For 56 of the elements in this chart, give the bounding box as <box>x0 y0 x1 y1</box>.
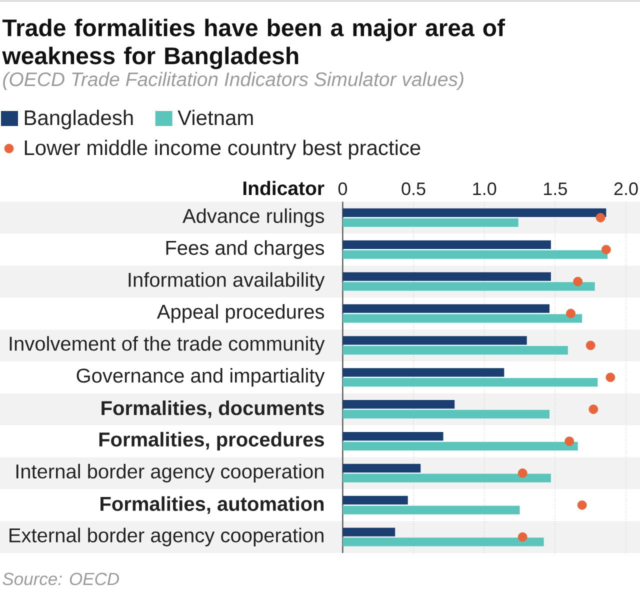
bar <box>342 272 551 281</box>
y-axis-title: Indicator <box>243 180 324 196</box>
point <box>601 244 611 254</box>
x-tick-label: 2.0 <box>614 182 638 196</box>
bar <box>342 528 396 536</box>
x-tick-label: 1.0 <box>473 182 496 196</box>
bar <box>342 368 504 377</box>
x-tick-label: 0.5 <box>402 182 426 196</box>
point <box>586 340 596 350</box>
bar <box>342 442 578 450</box>
bar <box>342 496 408 504</box>
y-tick-label: Governance and impartiality <box>76 368 325 387</box>
y-tick-label: Information availability <box>128 272 325 291</box>
point <box>566 308 576 318</box>
y-tick-label: Advance rulings <box>182 208 324 227</box>
y-tick-label: Internal border agency cooperation <box>16 464 324 482</box>
bar <box>342 432 444 441</box>
point <box>596 212 606 222</box>
bar <box>342 464 421 473</box>
x-tick-label: 0 <box>338 182 348 196</box>
point <box>518 532 528 542</box>
bar <box>342 400 455 409</box>
chart-subtitle: (OECD Trade Facilitation Indicators Simulator values) <box>3 72 464 90</box>
point <box>573 276 583 286</box>
chart-title: Trade formalities have been a major area of weakness for Bangladesh <box>2 18 506 70</box>
legend-label: Bangladesh <box>24 110 133 130</box>
y-tick-label: Appeal procedures <box>156 304 324 323</box>
bar <box>342 314 582 323</box>
y-tick-label: Fees and charges <box>166 240 324 259</box>
bar <box>342 506 520 514</box>
bar <box>342 336 527 345</box>
y-tick-label: Involvement of the trade community <box>10 336 325 355</box>
bar <box>342 208 606 218</box>
legend-label: Lower middle income country best practice <box>24 140 420 160</box>
bar <box>342 282 595 291</box>
y-tick-label: Formalities, procedures <box>99 432 324 451</box>
bar <box>342 474 551 482</box>
bar <box>342 304 550 313</box>
bar <box>342 218 518 227</box>
point <box>577 500 587 510</box>
point <box>606 372 616 382</box>
x-tick-label: 1.5 <box>544 182 567 196</box>
bar <box>342 378 598 387</box>
source-note: Source: OECD <box>2 572 119 586</box>
bar <box>342 346 568 355</box>
y-tick-label: External border agency cooperation <box>10 528 324 546</box>
point <box>588 404 598 414</box>
bar <box>342 240 551 249</box>
legend-label: Vietnam <box>178 110 253 126</box>
point <box>518 468 528 478</box>
y-tick-label: Formalities, documents <box>102 400 324 418</box>
point <box>564 436 574 446</box>
bar <box>342 410 550 419</box>
y-tick-label: Formalities, automation <box>100 496 324 514</box>
bar <box>342 538 544 546</box>
bar <box>342 250 608 259</box>
